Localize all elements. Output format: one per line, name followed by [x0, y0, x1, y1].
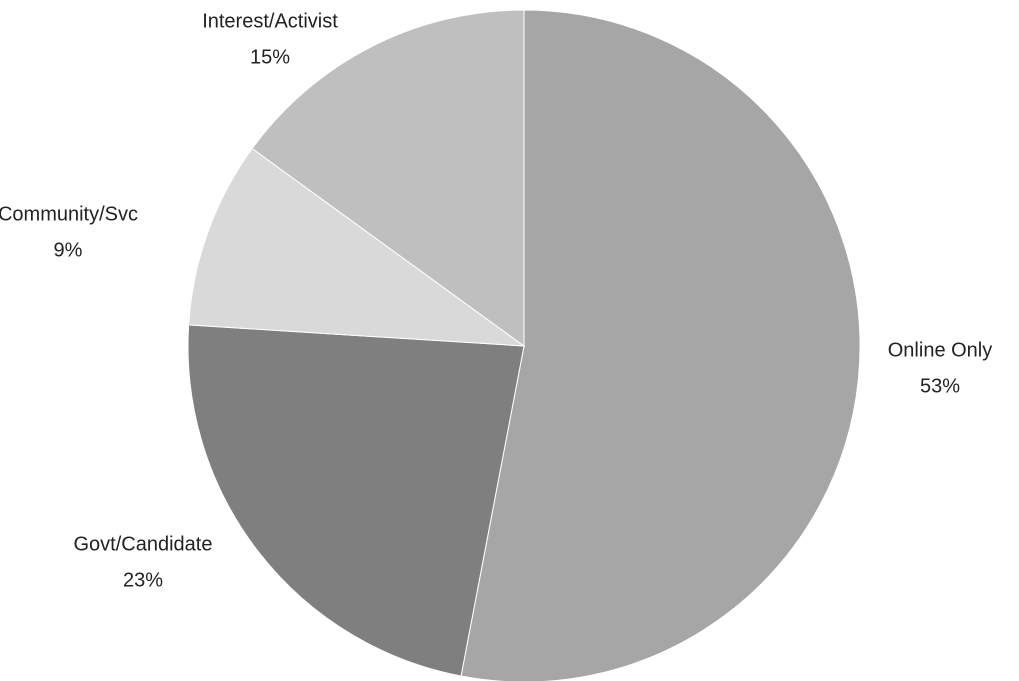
slice-label: Community/Svc — [0, 203, 138, 225]
pie-slice — [188, 147, 526, 347]
slice-label: Interest/Activist — [202, 10, 338, 32]
slice-value-label: 53% — [920, 375, 960, 397]
slice-label: Online Only — [888, 339, 993, 361]
slice-value-label: 15% — [250, 46, 290, 68]
slice-value-label: 9% — [54, 239, 83, 261]
pie-slice — [187, 324, 525, 677]
slice-label: Govt/Candidate — [74, 533, 213, 555]
pie-slice — [460, 9, 861, 681]
slice-value-label: 23% — [123, 569, 163, 591]
pie-slice — [251, 9, 525, 347]
